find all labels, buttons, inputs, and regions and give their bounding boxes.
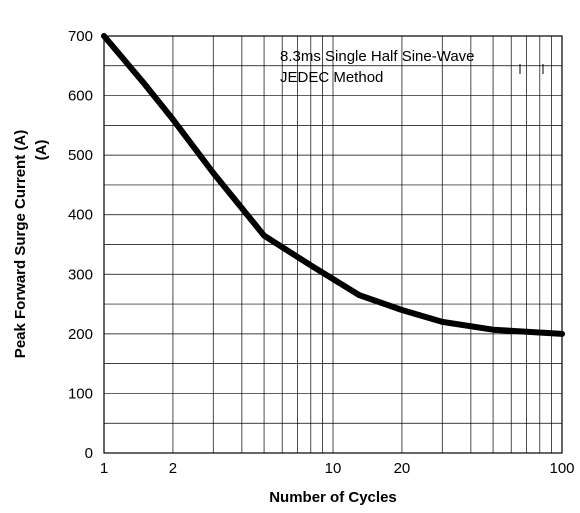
annotation-line-1: 8.3ms Single Half Sine-Wave (280, 48, 475, 65)
y-axis-title: Peak Forward Surge Current (A) (12, 130, 29, 358)
x-tick-labels: 1 2 10 20 100 (100, 460, 575, 477)
y-tick-label: 200 (68, 326, 93, 343)
x-tick-label: 100 (549, 460, 574, 477)
plot-frame (103, 35, 563, 454)
y-tick-label: 100 (68, 385, 93, 402)
y-tick-label: 700 (68, 28, 93, 45)
series-layer (101, 33, 565, 337)
series-line (101, 33, 565, 337)
y-tick-label: 400 (68, 207, 93, 224)
x-tick-label: 2 (169, 460, 177, 477)
y-tick-label: 500 (68, 147, 93, 164)
annotation-line-2: JEDEC Method (280, 69, 383, 86)
y-tick-labels: 0 100 200 300 400 500 600 700 (68, 28, 93, 462)
y-tick-label: 300 (68, 266, 93, 283)
x-axis-title: Number of Cycles (269, 489, 397, 506)
grid (104, 36, 562, 453)
y-axis-unit: (A) (33, 140, 50, 161)
y-tick-label: 0 (85, 445, 93, 462)
y-tick-label: 600 (68, 88, 93, 105)
x-tick-label: 20 (394, 460, 411, 477)
x-tick-label: 10 (325, 460, 342, 477)
x-tick-label: 1 (100, 460, 108, 477)
